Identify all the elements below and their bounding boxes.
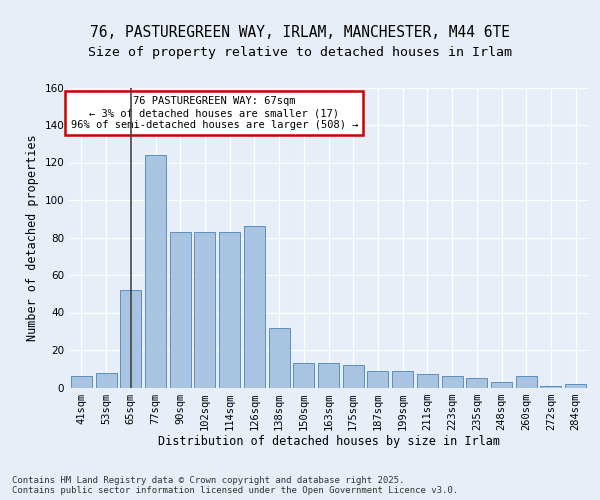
Text: Size of property relative to detached houses in Irlam: Size of property relative to detached ho… bbox=[88, 46, 512, 59]
Y-axis label: Number of detached properties: Number of detached properties bbox=[26, 134, 39, 341]
Bar bbox=[491, 382, 512, 388]
Bar bbox=[318, 363, 339, 388]
Bar bbox=[269, 328, 290, 388]
Bar bbox=[541, 386, 562, 388]
Bar bbox=[120, 290, 141, 388]
Bar bbox=[343, 365, 364, 388]
Bar bbox=[194, 232, 215, 388]
Bar bbox=[442, 376, 463, 388]
Bar bbox=[565, 384, 586, 388]
Bar bbox=[293, 363, 314, 388]
Bar bbox=[516, 376, 537, 388]
Bar bbox=[145, 155, 166, 388]
X-axis label: Distribution of detached houses by size in Irlam: Distribution of detached houses by size … bbox=[157, 436, 499, 448]
Text: Contains HM Land Registry data © Crown copyright and database right 2025.
Contai: Contains HM Land Registry data © Crown c… bbox=[12, 476, 458, 495]
Bar bbox=[392, 370, 413, 388]
Bar bbox=[219, 232, 240, 388]
Bar bbox=[417, 374, 438, 388]
Text: 76 PASTUREGREEN WAY: 67sqm
← 3% of detached houses are smaller (17)
96% of semi-: 76 PASTUREGREEN WAY: 67sqm ← 3% of detac… bbox=[71, 96, 358, 130]
Bar bbox=[367, 370, 388, 388]
Bar bbox=[244, 226, 265, 388]
Text: 76, PASTUREGREEN WAY, IRLAM, MANCHESTER, M44 6TE: 76, PASTUREGREEN WAY, IRLAM, MANCHESTER,… bbox=[90, 25, 510, 40]
Bar bbox=[95, 372, 116, 388]
Bar bbox=[466, 378, 487, 388]
Bar bbox=[170, 232, 191, 388]
Bar bbox=[71, 376, 92, 388]
